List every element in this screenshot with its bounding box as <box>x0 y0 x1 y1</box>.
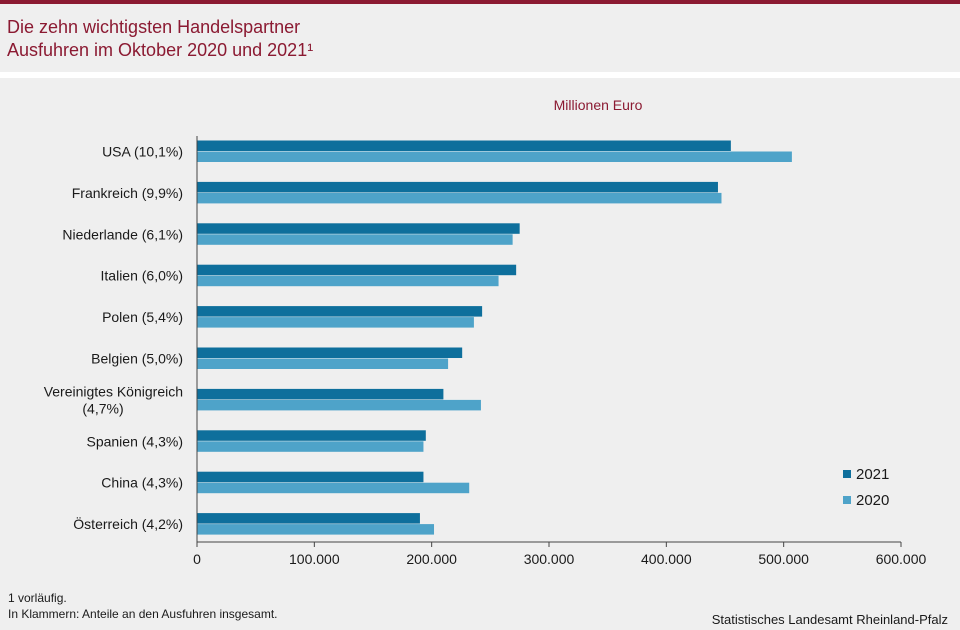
category-label: China (4,3%) <box>101 475 183 491</box>
bar-2021 <box>197 347 463 358</box>
x-tick-label: 400.000 <box>641 551 692 567</box>
chart-subtitle: Ausfuhren im Oktober 2020 und 2021¹ <box>7 40 314 60</box>
chart-title: Die zehn wichtigsten Handelspartner <box>7 17 301 37</box>
source-label: Statistisches Landesamt Rheinland-Pfalz <box>711 612 948 627</box>
bar-2021 <box>197 264 517 276</box>
x-tick-label: 500.000 <box>758 551 809 567</box>
bar-2020 <box>197 317 474 328</box>
top-accent-bar <box>0 0 960 4</box>
category-label: Spanien (4,3%) <box>86 433 183 449</box>
category-label: Frankreich (9,9%) <box>72 185 183 201</box>
bar-2020 <box>197 482 470 494</box>
category-label: Österreich (4,2%) <box>73 515 183 532</box>
bar-2020 <box>197 275 499 287</box>
bar-2020 <box>197 441 424 452</box>
x-tick-label: 200.000 <box>406 551 457 567</box>
bar-2021 <box>197 388 444 400</box>
bar-2020 <box>197 234 513 245</box>
legend-label-2021: 2021 <box>856 466 889 483</box>
bar-2021 <box>197 513 420 524</box>
bar-2020 <box>197 358 449 369</box>
x-tick-label: 100.000 <box>289 551 340 567</box>
bar-2020 <box>197 524 435 535</box>
x-tick-label: 300.000 <box>524 551 575 567</box>
bar-2020 <box>197 399 481 411</box>
bar-chart: Millionen Euro USA (10,1%) Frankreich (9,9… <box>44 97 927 567</box>
legend-label-2020: 2020 <box>856 492 889 509</box>
bar-2021 <box>197 430 426 441</box>
x-tick-label: 0 <box>193 551 201 567</box>
chart-header: Die zehn wichtigsten Handelspartner Ausf… <box>0 4 960 72</box>
footnote-shares: In Klammern: Anteile an den Ausfuhren in… <box>8 607 278 621</box>
bar-2021 <box>197 471 424 483</box>
category-label: (4,7%) <box>82 400 123 416</box>
category-label: Italien (6,0%) <box>101 268 183 284</box>
footnote-preliminary: 1 vorläufig. <box>8 591 67 605</box>
category-label: Vereinigtes Königreich <box>44 383 183 399</box>
x-tick-label: 600.000 <box>876 551 927 567</box>
category-label: Polen (5,4%) <box>102 309 183 325</box>
category-label: Niederlande (6,1%) <box>62 226 183 242</box>
unit-label: Millionen Euro <box>554 97 643 113</box>
bar-2021 <box>197 223 520 234</box>
bar-2020 <box>197 192 722 204</box>
bar-2020 <box>197 151 792 162</box>
header-separator <box>0 72 960 78</box>
bar-2021 <box>197 306 483 317</box>
bar-2021 <box>197 140 731 151</box>
category-label: Belgien (5,0%) <box>91 351 183 367</box>
legend-swatch-2021 <box>843 470 851 478</box>
category-label: USA (10,1%) <box>102 144 183 160</box>
legend-swatch-2020 <box>843 496 851 504</box>
bar-2021 <box>197 181 718 193</box>
